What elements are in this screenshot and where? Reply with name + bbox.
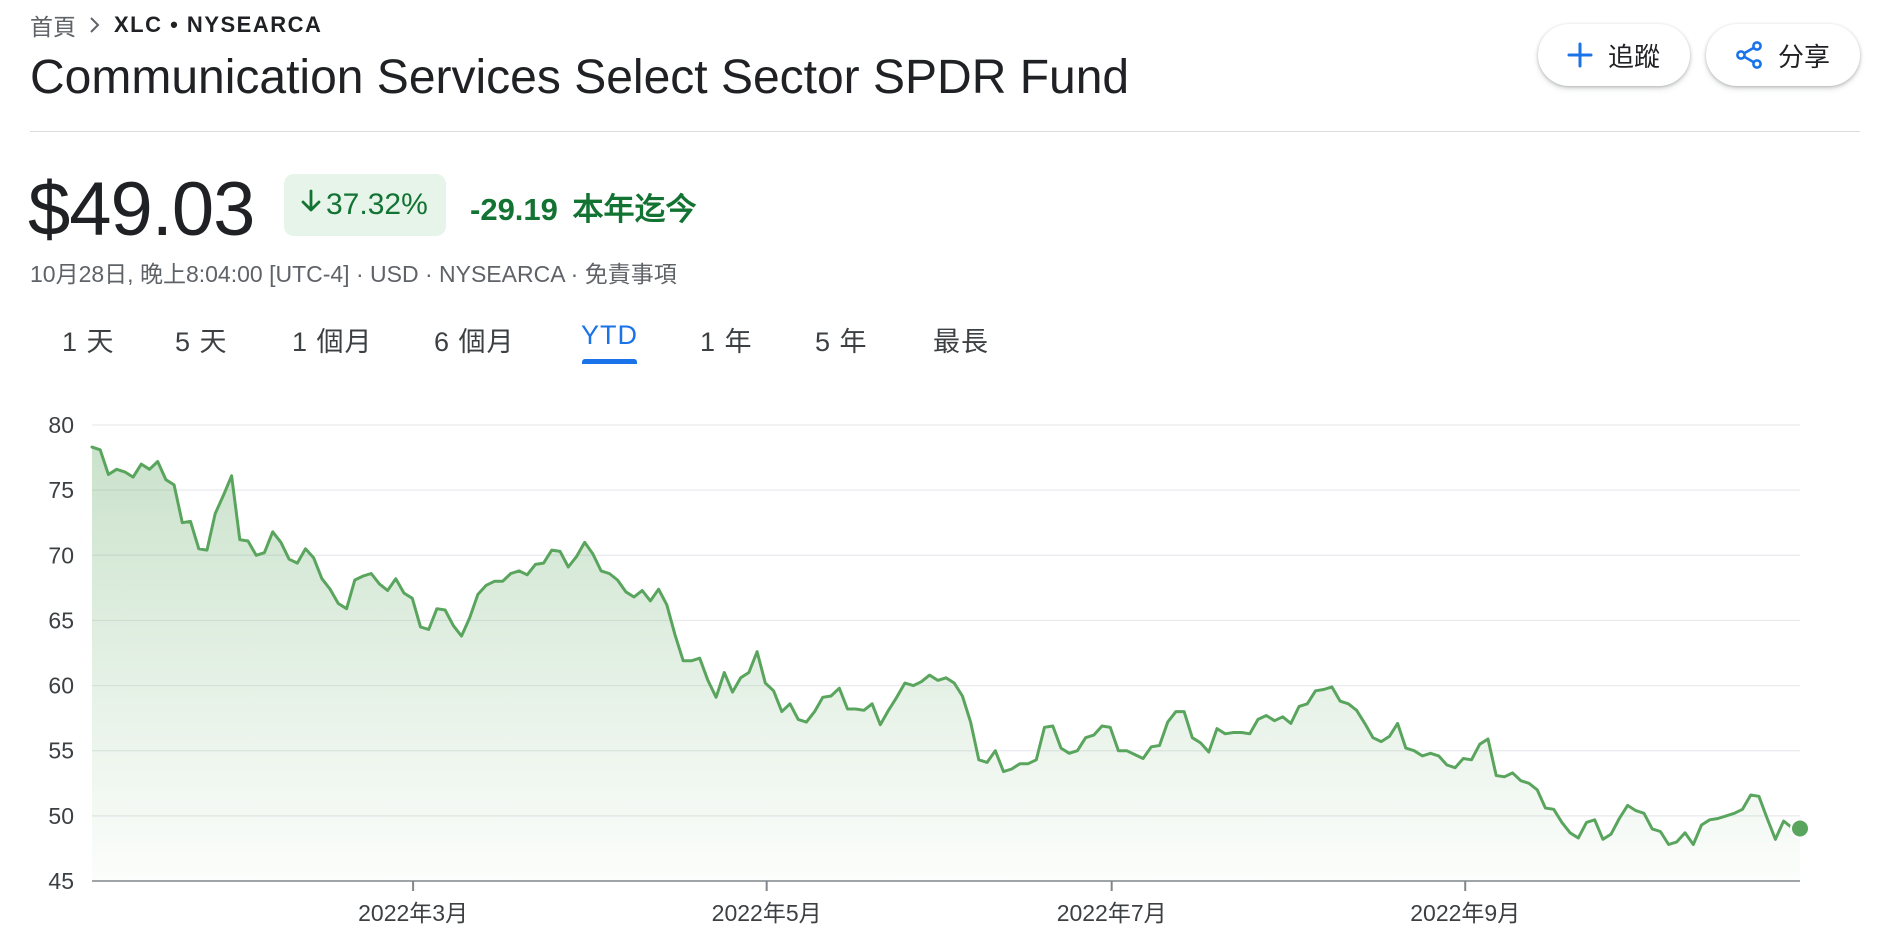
change-amount-line: -29.19 本年迄今 — [470, 184, 697, 229]
breadcrumb: 首頁 XLC • NYSEARCA — [30, 10, 322, 40]
current-price-marker — [1790, 818, 1810, 839]
tab-1-year[interactable]: 1 年 — [700, 327, 753, 357]
y-axis-labels: 45 50 55 60 65 70 75 80 — [48, 412, 74, 894]
share-icon — [1734, 40, 1764, 70]
change-amount: -29.19 — [470, 192, 558, 227]
plus-icon — [1566, 41, 1594, 69]
action-buttons: 追蹤 分享 — [1537, 24, 1860, 86]
quote-meta: 10月28日, 晚上8:04:00 [UTC-4] · USD · NYSEAR… — [30, 261, 677, 287]
chevron-right-icon — [88, 15, 102, 35]
x-tick-label: 2022年5月 — [712, 900, 822, 926]
tab-5-years[interactable]: 5 年 — [815, 327, 868, 357]
share-button[interactable]: 分享 — [1705, 24, 1860, 86]
y-tick-label: 60 — [48, 673, 74, 699]
y-tick-label: 75 — [48, 477, 74, 503]
tab-max[interactable]: 最長 — [933, 327, 989, 357]
page-title: Communication Services Select Sector SPD… — [30, 51, 1130, 104]
tab-1-month[interactable]: 1 個月 — [292, 327, 373, 357]
y-tick-label: 65 — [48, 607, 74, 633]
tab-ytd[interactable]: YTD — [581, 320, 638, 368]
tab-5-days[interactable]: 5 天 — [175, 327, 228, 357]
current-price: $49.03 — [28, 167, 255, 252]
x-tick-label: 2022年7月 — [1057, 900, 1167, 926]
follow-button[interactable]: 追蹤 — [1537, 24, 1690, 86]
y-tick-label: 50 — [48, 803, 74, 829]
x-tick-label: 2022年3月 — [358, 900, 468, 926]
x-tick-label: 2022年9月 — [1410, 900, 1520, 926]
arrow-down-icon — [300, 188, 322, 222]
period-label: 本年迄今 — [572, 192, 697, 227]
breadcrumb-home-link[interactable]: 首頁 — [30, 14, 76, 40]
change-percent: 37.32% — [326, 188, 428, 221]
x-axis-ticks: 2022年3月 2022年5月 2022年7月 2022年9月 — [358, 881, 1520, 926]
tab-1-day[interactable]: 1 天 — [62, 327, 115, 357]
share-button-label: 分享 — [1777, 41, 1830, 72]
price-area-fill — [92, 447, 1800, 881]
y-tick-label: 55 — [48, 738, 74, 764]
tab-6-months[interactable]: 6 個月 — [434, 327, 515, 357]
price-line — [90, 445, 1802, 846]
y-tick-label: 70 — [48, 542, 74, 568]
breadcrumb-ticker: XLC • NYSEARCA — [114, 12, 323, 37]
follow-button-label: 追蹤 — [1607, 41, 1660, 72]
change-percent-badge: 37.32% — [284, 174, 446, 236]
y-tick-label: 80 — [48, 412, 74, 438]
header-divider — [30, 131, 1860, 132]
y-tick-label: 45 — [48, 868, 74, 894]
